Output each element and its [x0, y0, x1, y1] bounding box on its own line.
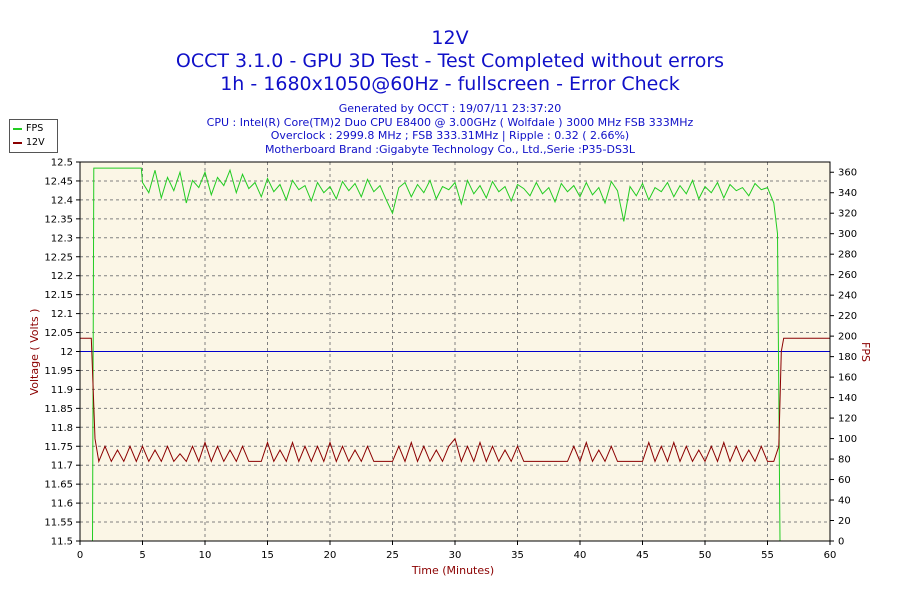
y-left-tick-label: 12.3	[51, 233, 73, 244]
y-left-tick-label: 12	[60, 347, 73, 358]
y-right-tick-label: 220	[838, 311, 857, 322]
chart-title: 12V	[431, 27, 469, 49]
system-info: Generated by OCCT : 19/07/11 23:37:20 CP…	[0, 102, 900, 156]
y-left-tick-label: 11.85	[44, 404, 73, 415]
legend-label-12v: 12V	[26, 137, 45, 148]
legend-swatch-fps	[13, 127, 22, 130]
legend-label-fps: FPS	[26, 123, 44, 134]
chart-subtitle-test: OCCT 3.1.0 - GPU 3D Test - Test Complete…	[175, 50, 725, 72]
series-line-12v	[80, 337, 830, 464]
x-tick-label: 60	[824, 550, 837, 561]
x-tick-label: 5	[139, 550, 145, 561]
x-tick-label: 40	[574, 550, 587, 561]
y-left-tick-label: 11.8	[51, 423, 73, 434]
y-right-tick-label: 140	[838, 393, 857, 404]
y-right-tick-label: 240	[838, 291, 857, 302]
legend-swatch-12v	[13, 141, 22, 144]
series-layer	[80, 167, 830, 542]
y-left-tick-label: 11.55	[44, 518, 73, 529]
grid-lines	[80, 162, 830, 541]
y-left-tick-label: 12.35	[44, 214, 73, 225]
y-right-tick-label: 60	[838, 475, 851, 486]
y-right-tick-label: 20	[838, 516, 851, 527]
y-right-tick-label: 100	[838, 434, 857, 445]
axes	[76, 161, 834, 545]
y-left-tick-label: 12.5	[51, 158, 73, 169]
x-tick-label: 30	[449, 550, 462, 561]
chart-subtitle-config: 1h - 1680x1050@60Hz - fullscreen - Error…	[220, 73, 680, 95]
y-right-tick-label: 200	[838, 332, 857, 343]
y-right-tick-label: 160	[838, 373, 857, 384]
y-axis-right-label: FPS	[859, 342, 872, 362]
legend-item-12v: 12V	[13, 136, 45, 149]
x-tick-label: 55	[761, 550, 774, 561]
y-right-tick-label: 320	[838, 209, 857, 220]
x-axis-label: Time (Minutes)	[411, 564, 494, 577]
info-generated: Generated by OCCT : 19/07/11 23:37:20	[338, 102, 562, 115]
y-axis-left-label: Voltage ( Volts )	[28, 309, 41, 396]
legend-item-fps: FPS	[13, 122, 43, 135]
y-left-tick-label: 11.75	[44, 442, 73, 453]
y-right-tick-label: 280	[838, 250, 857, 261]
info-overclock: Overclock : 2999.8 MHz ; FSB 333.31MHz |…	[270, 129, 630, 142]
tick-labels: 0 5 10 15 20 25 30 35 40 45 50 55 60 11.5 11.55 11.6 11.…	[44, 158, 857, 562]
x-tick-label: 0	[77, 550, 83, 561]
series-line-fps	[80, 167, 830, 542]
y-left-tick-label: 11.7	[51, 461, 73, 472]
chart-title-block: 12V OCCT 3.1.0 - GPU 3D Test - Test Comp…	[0, 26, 900, 96]
y-left-tick-label: 11.5	[51, 537, 73, 548]
y-left-tick-label: 12.25	[44, 252, 73, 263]
x-tick-label: 10	[199, 550, 212, 561]
y-right-tick-label: 360	[838, 168, 857, 179]
y-right-tick-label: 0	[838, 537, 844, 548]
y-right-tick-label: 80	[838, 455, 851, 466]
x-tick-label: 35	[511, 550, 524, 561]
chart-legend: FPS 12V	[9, 119, 58, 153]
y-left-tick-label: 12.45	[44, 176, 73, 187]
y-left-tick-label: 12.4	[51, 195, 73, 206]
y-left-tick-label: 11.6	[51, 499, 73, 510]
y-right-tick-label: 340	[838, 188, 857, 199]
y-right-tick-label: 300	[838, 229, 857, 240]
x-tick-label: 50	[699, 550, 712, 561]
info-cpu: CPU : Intel(R) Core(TM)2 Duo CPU E8400 @…	[206, 115, 694, 129]
y-left-tick-label: 12.05	[44, 328, 73, 339]
y-right-tick-label: 40	[838, 496, 851, 507]
x-tick-label: 45	[636, 550, 649, 561]
y-right-tick-label: 180	[838, 352, 857, 363]
y-right-tick-label: 260	[838, 270, 857, 281]
y-left-tick-label: 12.15	[44, 290, 73, 301]
info-motherboard: Motherboard Brand :Gigabyte Technology C…	[264, 142, 636, 156]
y-right-tick-label: 120	[838, 414, 857, 425]
y-left-tick-label: 12.2	[51, 271, 73, 282]
x-tick-label: 15	[261, 550, 274, 561]
plot-frame	[79, 161, 831, 542]
y-left-tick-label: 11.65	[44, 480, 73, 491]
y-left-tick-label: 12.1	[51, 309, 73, 320]
y-left-tick-label: 11.95	[44, 366, 73, 377]
y-left-tick-label: 11.9	[51, 385, 73, 396]
x-tick-label: 20	[324, 550, 337, 561]
x-tick-label: 25	[386, 550, 399, 561]
